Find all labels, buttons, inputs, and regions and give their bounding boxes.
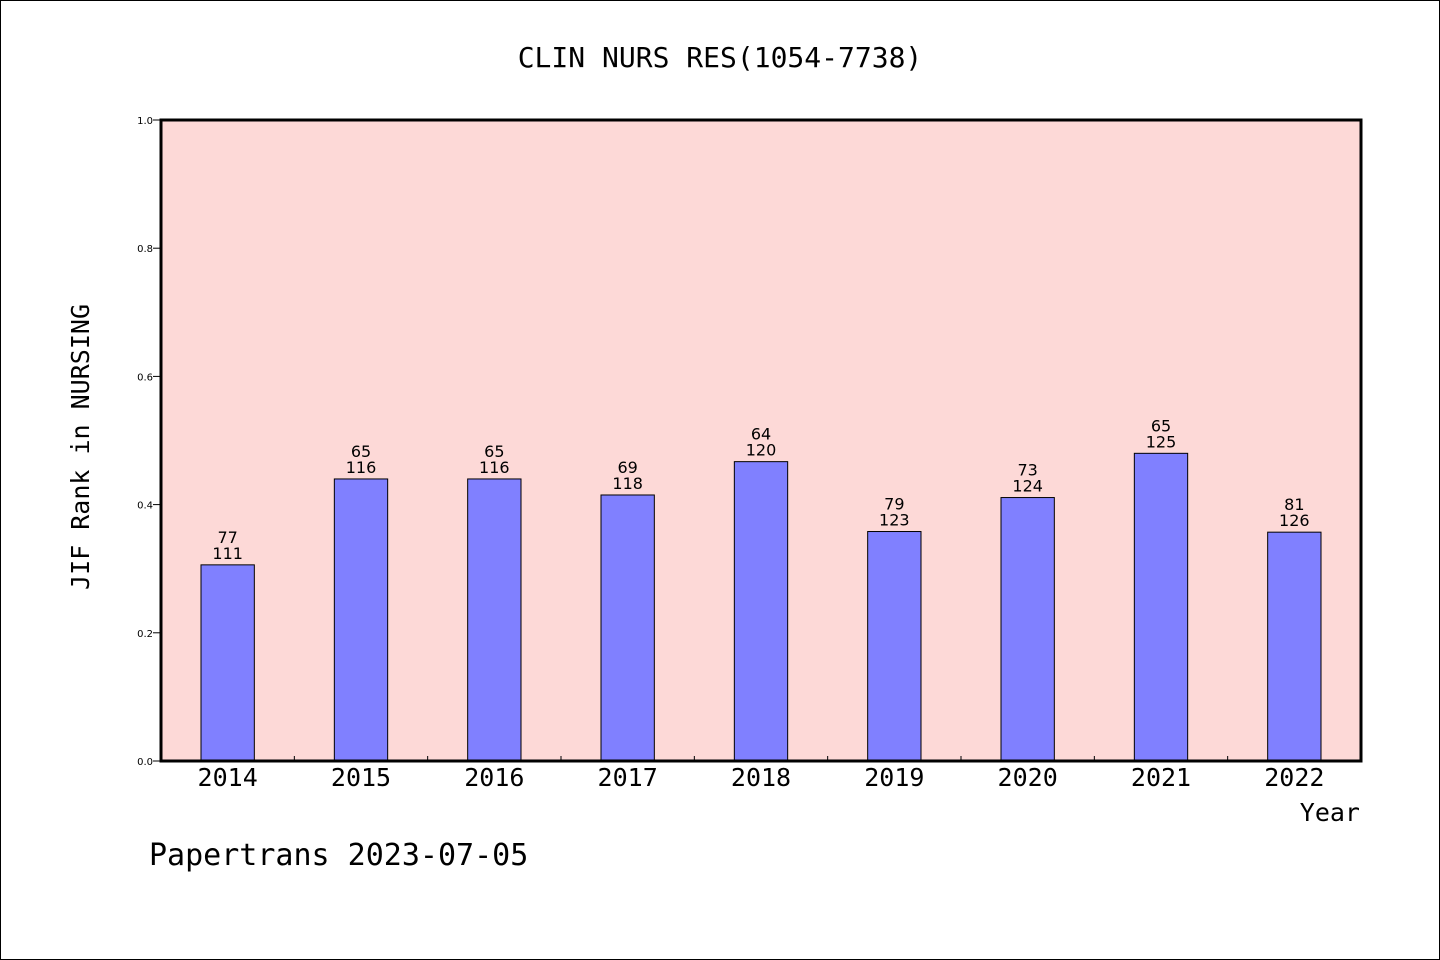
bar-2017	[600, 494, 655, 762]
x-tick-label: 2017	[598, 763, 658, 792]
x-tick-label: 2016	[464, 763, 524, 792]
bar-total-label: 123	[879, 511, 910, 530]
y-tick-label: 1.0	[137, 116, 153, 127]
bar-rank-label: 79	[884, 495, 904, 514]
x-tick-label: 2015	[331, 763, 391, 792]
bar-total-label: 120	[746, 441, 777, 460]
bar-2019	[867, 531, 922, 762]
bar-rank-label: 81	[1284, 495, 1304, 514]
bar-total-label: 125	[1146, 432, 1177, 451]
x-tick-label: 2021	[1131, 763, 1191, 792]
bar-rank-label: 77	[217, 528, 237, 547]
bar-2014	[200, 564, 255, 762]
y-tick-label: 0.2	[137, 629, 153, 640]
bar-total-label: 116	[346, 458, 377, 477]
plot-frame	[159, 118, 1363, 763]
bar-total-label: 111	[212, 544, 243, 563]
bar-2016	[467, 478, 522, 762]
chart-title: CLIN NURS RES(1054-7738)	[518, 41, 923, 74]
x-tick-label: 2020	[998, 763, 1058, 792]
bar-rank-label: 65	[1151, 416, 1171, 435]
bar-rank-label: 65	[351, 442, 371, 461]
y-tick-label: 0.0	[137, 757, 153, 768]
bar-labels: 7711120146511620156511620166911820176412…	[198, 416, 1325, 792]
bar-total-label: 124	[1012, 477, 1043, 496]
bar-rank-label: 65	[484, 442, 504, 461]
bar-rank-label: 69	[617, 458, 637, 477]
y-axis-label: JIF Rank in NURSING	[66, 304, 95, 590]
bar-total-label: 118	[612, 474, 643, 493]
x-tick-label: 2022	[1264, 763, 1324, 792]
footer-credit: Papertrans 2023-07-05	[149, 838, 528, 873]
bar-2021	[1133, 452, 1189, 762]
y-tick-label: 0.8	[137, 244, 153, 255]
bar-rank-label: 64	[751, 425, 771, 444]
bar-2018	[733, 461, 789, 762]
x-tick-label: 2019	[864, 763, 924, 792]
y-tick-label: 0.4	[137, 501, 153, 512]
bar-total-label: 126	[1279, 511, 1310, 530]
x-tick-label: 2014	[198, 763, 258, 792]
bars	[200, 452, 1322, 762]
x-tick-label: 2018	[731, 763, 791, 792]
bar-2022	[1267, 531, 1322, 762]
bar-total-label: 116	[479, 458, 510, 477]
bar-2020	[1000, 497, 1055, 762]
x-axis-label: Year	[1300, 798, 1360, 827]
bar-rank-label: 73	[1017, 461, 1037, 480]
y-tick-label: 0.6	[137, 372, 153, 383]
bar-2015	[333, 478, 389, 762]
